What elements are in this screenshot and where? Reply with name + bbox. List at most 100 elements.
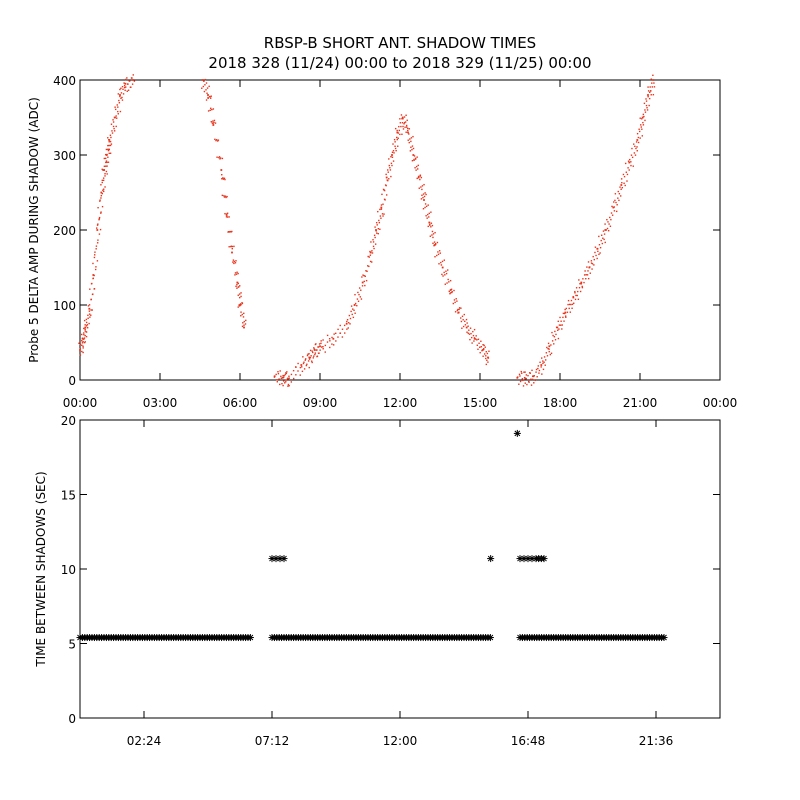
- amp-point-cloud: [392, 143, 394, 145]
- amp-point-cloud: [611, 205, 613, 208]
- amp-point-cloud: [132, 74, 134, 76]
- amp-point-cloud: [280, 377, 283, 379]
- amp-point-cloud: [107, 148, 109, 151]
- amp-point-cloud: [116, 117, 118, 119]
- amp-point-cloud: [242, 316, 245, 318]
- amp-point-cloud: [619, 186, 621, 188]
- amp-point-cloud: [647, 90, 650, 92]
- amp-point-cloud: [644, 109, 646, 111]
- amp-point-cloud: [403, 116, 406, 118]
- amp-point-cloud: [586, 266, 588, 268]
- amp-point: [201, 79, 204, 81]
- amp-point-cloud: [100, 211, 102, 213]
- amp-point-cloud: [433, 244, 435, 247]
- amp-point-cloud: [237, 306, 239, 308]
- amp-point-cloud: [487, 361, 489, 363]
- amp-point: [79, 349, 81, 351]
- amp-point-cloud: [105, 148, 108, 151]
- amp-point: [604, 229, 607, 231]
- amp-point-cloud: [441, 260, 444, 263]
- amp-point-cloud: [584, 270, 586, 272]
- amp-point-cloud: [409, 150, 412, 152]
- amp-point-cloud: [474, 338, 477, 340]
- amp-point-cloud: [233, 260, 236, 263]
- amp-point-cloud: [240, 315, 242, 317]
- amp-point-cloud: [203, 90, 206, 93]
- amp-point-cloud: [357, 300, 360, 302]
- amp-point-cloud: [113, 127, 115, 130]
- amp-point-cloud: [124, 78, 127, 81]
- amp-point-cloud: [460, 307, 462, 309]
- amp-point-cloud: [606, 227, 609, 230]
- amp-point-cloud: [387, 169, 389, 171]
- amp-point-cloud: [534, 379, 537, 382]
- amp-point-cloud: [89, 316, 91, 318]
- amp-point-cloud: [399, 118, 401, 120]
- amp-point-cloud: [566, 311, 569, 313]
- amp-point-cloud: [81, 342, 84, 344]
- amp-point-cloud: [84, 324, 86, 326]
- amp-point-cloud: [625, 171, 628, 173]
- amp-point-cloud: [647, 96, 649, 98]
- amp-point-cloud: [434, 256, 436, 258]
- amp-point-cloud: [546, 346, 548, 349]
- amp-point-cloud: [602, 237, 604, 239]
- amp-x-tick-label: 03:00: [143, 396, 178, 410]
- amp-point-cloud: [608, 223, 610, 225]
- amp-point-cloud: [404, 126, 406, 128]
- amp-point-cloud: [398, 129, 401, 132]
- amp-point-cloud: [565, 307, 568, 310]
- amp-point-cloud: [438, 263, 440, 265]
- amp-point-cloud: [118, 99, 120, 102]
- amp-point-cloud: [391, 156, 394, 158]
- amp-point-cloud: [599, 246, 602, 249]
- amp-point-cloud: [279, 370, 281, 372]
- amp-point-cloud: [570, 303, 572, 306]
- amp-point-cloud: [564, 308, 566, 311]
- amp-point-cloud: [98, 218, 100, 221]
- amp-point-cloud: [83, 332, 85, 334]
- amp-point-cloud: [319, 349, 321, 351]
- amp-point-cloud: [596, 248, 599, 250]
- amp-point-cloud: [613, 206, 615, 208]
- amp-point-cloud: [537, 365, 539, 367]
- amp-point-cloud: [551, 340, 554, 342]
- amp-point-cloud: [360, 289, 362, 291]
- amp-point-cloud: [447, 278, 449, 281]
- amp-point-cloud: [646, 109, 649, 111]
- amp-point-cloud: [423, 195, 426, 198]
- amp-point-cloud: [102, 169, 104, 171]
- amp-point-cloud: [283, 374, 285, 377]
- amp-point-cloud: [114, 106, 116, 108]
- amp-point-cloud: [212, 122, 214, 125]
- amp-point-cloud: [287, 383, 290, 386]
- amp-point-cloud: [393, 138, 396, 141]
- amp-point-cloud: [407, 129, 409, 132]
- amp-point-cloud: [97, 223, 99, 225]
- amp-point-cloud: [648, 97, 651, 100]
- amp-point-cloud: [441, 273, 443, 276]
- amp-point-cloud: [308, 366, 310, 369]
- amp-point-cloud: [131, 77, 133, 79]
- gap-y-axis-label: TIME BETWEEN SHADOWS (SEC): [34, 471, 48, 667]
- amp-point-cloud: [288, 375, 290, 377]
- amp-point-cloud: [371, 252, 374, 254]
- amp-point-cloud: [409, 138, 411, 140]
- amp-point-cloud: [457, 308, 459, 311]
- amp-point-cloud: [530, 378, 532, 380]
- amp-point-cloud: [315, 343, 317, 345]
- amp-point-cloud: [596, 257, 598, 260]
- amp-point-cloud: [594, 251, 596, 254]
- amp-x-tick-label: 12:00: [383, 396, 418, 410]
- amp-point-cloud: [201, 87, 203, 89]
- amp-point-cloud: [484, 346, 486, 348]
- amp-point-cloud: [273, 376, 276, 378]
- amp-point-cloud: [228, 246, 230, 248]
- amp-point-cloud: [558, 328, 560, 330]
- amp-point-cloud: [79, 354, 82, 356]
- amp-point-cloud: [101, 192, 104, 195]
- amp-point-cloud: [79, 348, 82, 350]
- amp-point-cloud: [208, 85, 210, 88]
- amp-point-cloud: [449, 279, 452, 282]
- amp-point-cloud: [236, 271, 238, 273]
